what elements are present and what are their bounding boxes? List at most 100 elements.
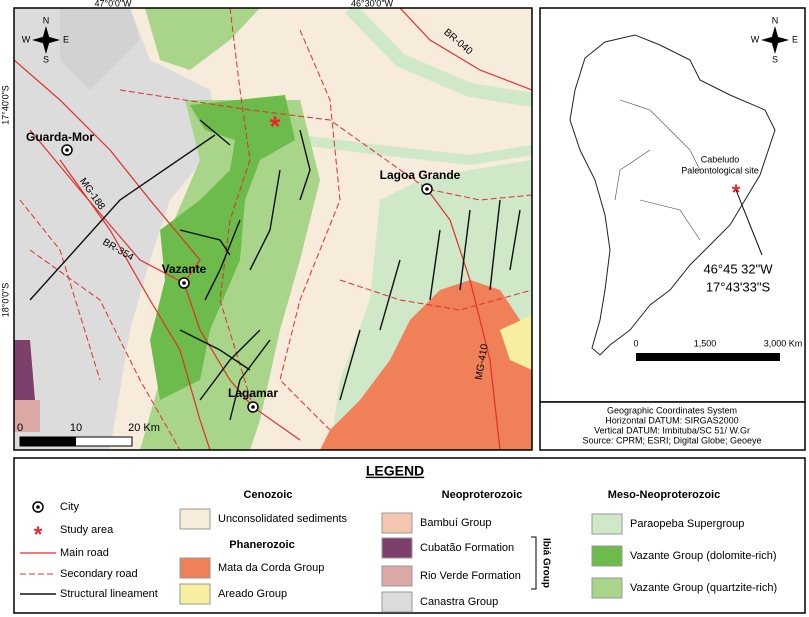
legend-swatch xyxy=(179,557,211,579)
main-map xyxy=(14,8,532,450)
main-road xyxy=(59,159,211,450)
scale-label: 3,000 Km xyxy=(764,338,803,348)
legend-frame xyxy=(13,457,806,614)
caption-line: Source: CPRM; ESRI; Digital Globe; Geoey… xyxy=(582,435,761,445)
structural-lineament xyxy=(229,339,271,421)
site-coordinate: 46°45 32"W xyxy=(703,261,773,276)
city-marker xyxy=(425,187,429,191)
compass-label: N xyxy=(772,15,779,25)
legend-symbol: * xyxy=(34,522,43,547)
compass-label: W xyxy=(751,34,760,44)
structural-lineament xyxy=(489,199,501,291)
areado-area xyxy=(500,315,532,370)
structural-lineament xyxy=(299,129,311,201)
compass-label: E xyxy=(63,34,69,44)
main-road xyxy=(14,59,301,441)
legend-label: Bambuí Group xyxy=(420,517,492,529)
compass-label: E xyxy=(792,34,798,44)
legend-swatch xyxy=(179,508,211,530)
structural-lineament xyxy=(429,229,441,301)
structural-lineament xyxy=(339,329,361,401)
vazante-dolomite-area xyxy=(150,95,295,400)
legend-label: Study area xyxy=(60,524,114,536)
site-label: Cabeludo xyxy=(701,154,740,164)
scale-label: 0 xyxy=(633,338,638,348)
caption-line: Horizontal DATUM: SIRGAS2000 xyxy=(605,415,738,425)
legend-label: Canastra Group xyxy=(420,596,498,608)
country-borders xyxy=(614,99,701,241)
site-leader xyxy=(735,189,763,256)
paraopeba-band xyxy=(299,135,532,166)
legend-swatch xyxy=(591,577,623,599)
canastra-area xyxy=(14,8,220,450)
paraopeba-band xyxy=(344,8,532,107)
legend-heading: Cenozoic xyxy=(244,489,293,501)
scale-segment xyxy=(636,353,780,361)
legend-label: Secondary road xyxy=(60,568,138,580)
legend-label: Main road xyxy=(60,547,109,559)
secondary-road xyxy=(29,249,181,450)
secondary-road xyxy=(339,279,532,311)
legend-label: Areado Group xyxy=(218,588,287,600)
legend-label: Vazante Group (dolomite-rich) xyxy=(630,550,777,562)
structural-lineament xyxy=(199,329,261,401)
main-road xyxy=(399,8,532,91)
legend-swatch xyxy=(591,545,623,567)
cubatao-area xyxy=(14,340,35,400)
legend-swatch xyxy=(591,513,623,535)
city-marker xyxy=(182,281,186,285)
site-coordinate: 17°43'33"S xyxy=(706,279,771,294)
legend-label: Vazante Group (quartzite-rich) xyxy=(630,582,777,594)
legend-title: LEGEND xyxy=(366,463,424,479)
structural-lineament xyxy=(179,329,251,371)
city-label: Guarda-Mor xyxy=(26,130,94,144)
structural-lineament xyxy=(249,169,281,271)
compass-label: S xyxy=(43,54,49,64)
longitude-label: 46°30'0"W xyxy=(351,0,394,8)
legend-symbol xyxy=(36,505,40,509)
legend-label: Mata da Corda Group xyxy=(218,562,324,574)
scale-label: 20 Km xyxy=(128,422,160,434)
site-marker: * xyxy=(732,180,741,205)
structural-lineament xyxy=(179,229,231,256)
caption-line: Vertical DATUM: Imbituba/SC 51/ W.Gr xyxy=(594,425,750,435)
scale-segment xyxy=(20,437,76,446)
legend-heading: Meso-Neoproterozoic xyxy=(608,489,720,501)
secondary-road xyxy=(19,199,101,381)
canastra-area xyxy=(60,8,140,90)
inset-scale-bar: 0 1,500 3,000 Km xyxy=(633,338,802,361)
compass-label: W xyxy=(22,34,31,44)
structural-lineament xyxy=(199,119,231,146)
scale-label: 0 xyxy=(17,422,23,434)
compass-needle xyxy=(761,36,789,44)
city-label: Lagamar xyxy=(228,386,278,400)
map-frame xyxy=(13,7,533,451)
scale-label: 1,500 xyxy=(694,338,717,348)
compass-needle xyxy=(32,36,60,44)
legend-swatch xyxy=(381,591,413,613)
structural-lineament xyxy=(29,134,216,301)
city-marker xyxy=(251,405,255,409)
inset-compass: N S E W xyxy=(751,15,798,64)
rio-verde-area xyxy=(14,400,40,432)
city-label: Lagoa Grande xyxy=(380,168,461,182)
legend-label: Paraopeba Supergroup xyxy=(630,518,744,530)
secondary-road xyxy=(219,8,254,408)
site-label: Paleontological site xyxy=(681,165,759,175)
structural-lineament xyxy=(509,209,521,271)
structural-lineament xyxy=(204,219,241,301)
legend-swatch xyxy=(179,583,211,605)
compass: N S E W xyxy=(22,15,69,64)
city-label: Vazante xyxy=(162,262,207,276)
legend-swatch xyxy=(381,537,413,559)
mata-da-corda-area xyxy=(320,280,532,450)
legend-heading: Neoproterozoic xyxy=(442,489,523,501)
longitude-label: 47°0'0"W xyxy=(94,0,132,8)
vazante-quartzite-area xyxy=(145,8,260,70)
legend-heading: Phanerozoic xyxy=(229,539,294,551)
latitude-label: 17°40'0"S xyxy=(0,85,10,125)
legend-label: Rio Verde Formation xyxy=(420,570,521,582)
study-area-marker: * xyxy=(270,110,281,141)
secondary-road xyxy=(119,89,532,201)
subgroup-label: Ibiá Group xyxy=(540,538,551,588)
